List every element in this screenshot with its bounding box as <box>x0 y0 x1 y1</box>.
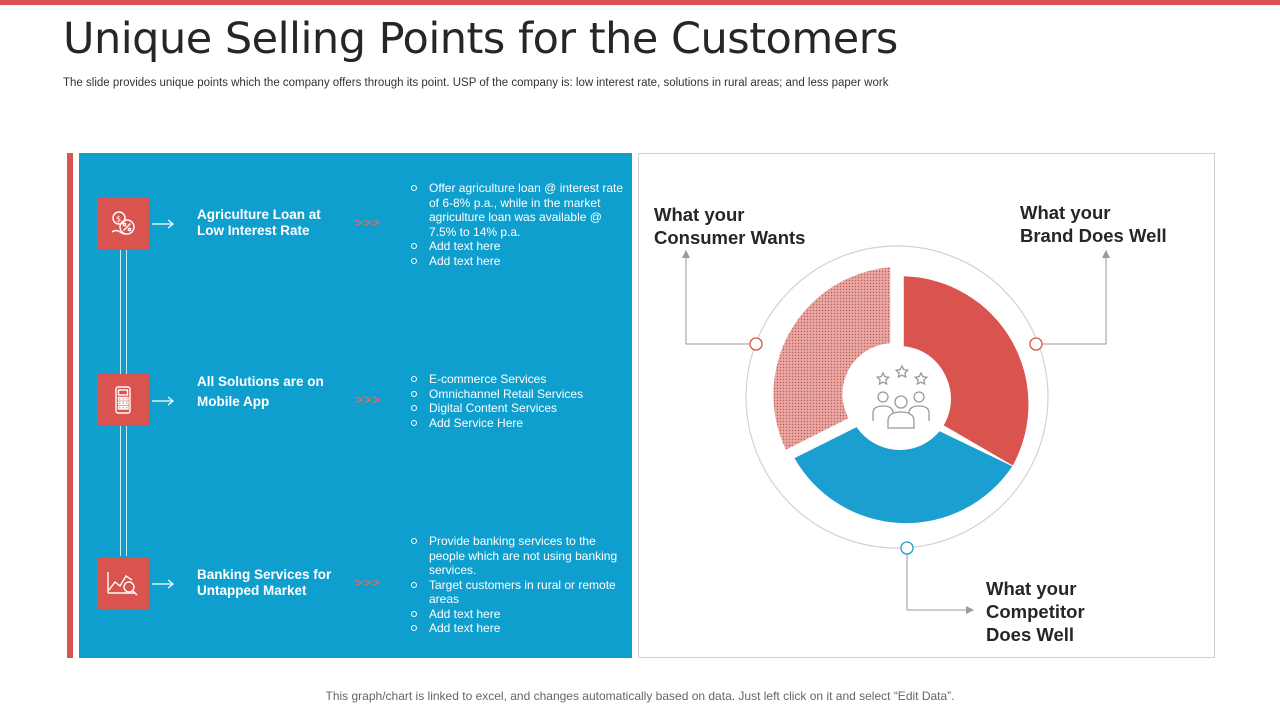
svg-text:$: $ <box>116 215 121 224</box>
label-line: Does Well <box>986 624 1075 645</box>
label-line: What your <box>986 578 1077 599</box>
top-accent-bar <box>0 0 1280 5</box>
chevron-icon: >>> <box>355 392 381 407</box>
row-title: Agriculture Loan at Low Interest Rate <box>197 207 321 238</box>
arrow-right-icon <box>152 579 174 589</box>
segment-consumer <box>773 267 891 450</box>
segment-competitor <box>794 427 1013 524</box>
list-item: E-commerce Services <box>410 372 630 387</box>
team-rating-icon <box>872 364 930 429</box>
page-subtitle: The slide provides unique points which t… <box>63 77 889 89</box>
label-consumer-wants: What your Consumer Wants <box>654 203 805 249</box>
connector-line <box>685 251 750 345</box>
bullet-list: Offer agriculture loan @ interest rate o… <box>410 181 630 268</box>
list-item: Omnichannel Retail Services <box>410 387 630 402</box>
list-item: Add text here <box>410 239 630 254</box>
page-title: Unique Selling Points for the Customers <box>63 14 898 64</box>
bullet-list: Provide banking services to the people w… <box>410 534 630 636</box>
list-item: Digital Content Services <box>410 401 630 416</box>
arrow-right-icon <box>966 606 974 614</box>
list-item: Add text here <box>410 254 630 269</box>
label-brand-does-well: What your Brand Does Well <box>1020 201 1167 247</box>
row-title: Banking Services for Untapped Market <box>197 567 332 598</box>
arrow-up-icon <box>682 250 690 258</box>
center-circle <box>849 348 951 450</box>
segment-brand <box>903 276 1029 466</box>
list-item: Add Service Here <box>410 416 630 431</box>
left-accent-bar <box>67 153 73 658</box>
chevron-icon: >>> <box>355 575 381 590</box>
arrow-up-icon <box>1102 250 1110 258</box>
row-title-line: Mobile App <box>197 394 270 409</box>
outer-ring <box>745 245 1049 549</box>
connector-line <box>1042 251 1107 345</box>
label-competitor-does-well: What your Competitor Does Well <box>986 577 1085 646</box>
connector-line <box>906 554 968 611</box>
mobile-calculator-icon <box>97 374 149 426</box>
list-item: Add text here <box>410 621 630 636</box>
label-line: Consumer Wants <box>654 227 806 248</box>
list-item: Add text here <box>410 607 630 622</box>
chevron-icon: >>> <box>355 215 381 230</box>
connector-dot <box>749 337 763 351</box>
label-line: Competitor <box>986 601 1085 622</box>
list-item: Provide banking services to the people w… <box>410 534 630 578</box>
label-line: What your <box>1020 202 1111 223</box>
label-line: What your <box>654 204 745 225</box>
list-item: Offer agriculture loan @ interest rate o… <box>410 181 630 239</box>
usp-panel <box>79 153 632 658</box>
connector-dot <box>1029 337 1043 351</box>
list-item: Target customers in rural or remote area… <box>410 578 630 607</box>
segmented-ring-diagram <box>682 245 1110 614</box>
row-title: All Solutions are on Mobile App <box>197 374 327 410</box>
footer-note: This graph/chart is linked to excel, and… <box>325 689 955 703</box>
bullet-list: E-commerce Services Omnichannel Retail S… <box>410 372 630 430</box>
connector-dot <box>900 541 914 555</box>
market-analysis-icon <box>97 557 149 609</box>
row-title-line: All Solutions are on <box>197 374 324 389</box>
arrow-right-icon <box>152 396 174 406</box>
label-line: Brand Does Well <box>1020 225 1167 246</box>
arrow-right-icon <box>152 219 174 229</box>
loan-percent-icon: $ <box>97 197 149 249</box>
